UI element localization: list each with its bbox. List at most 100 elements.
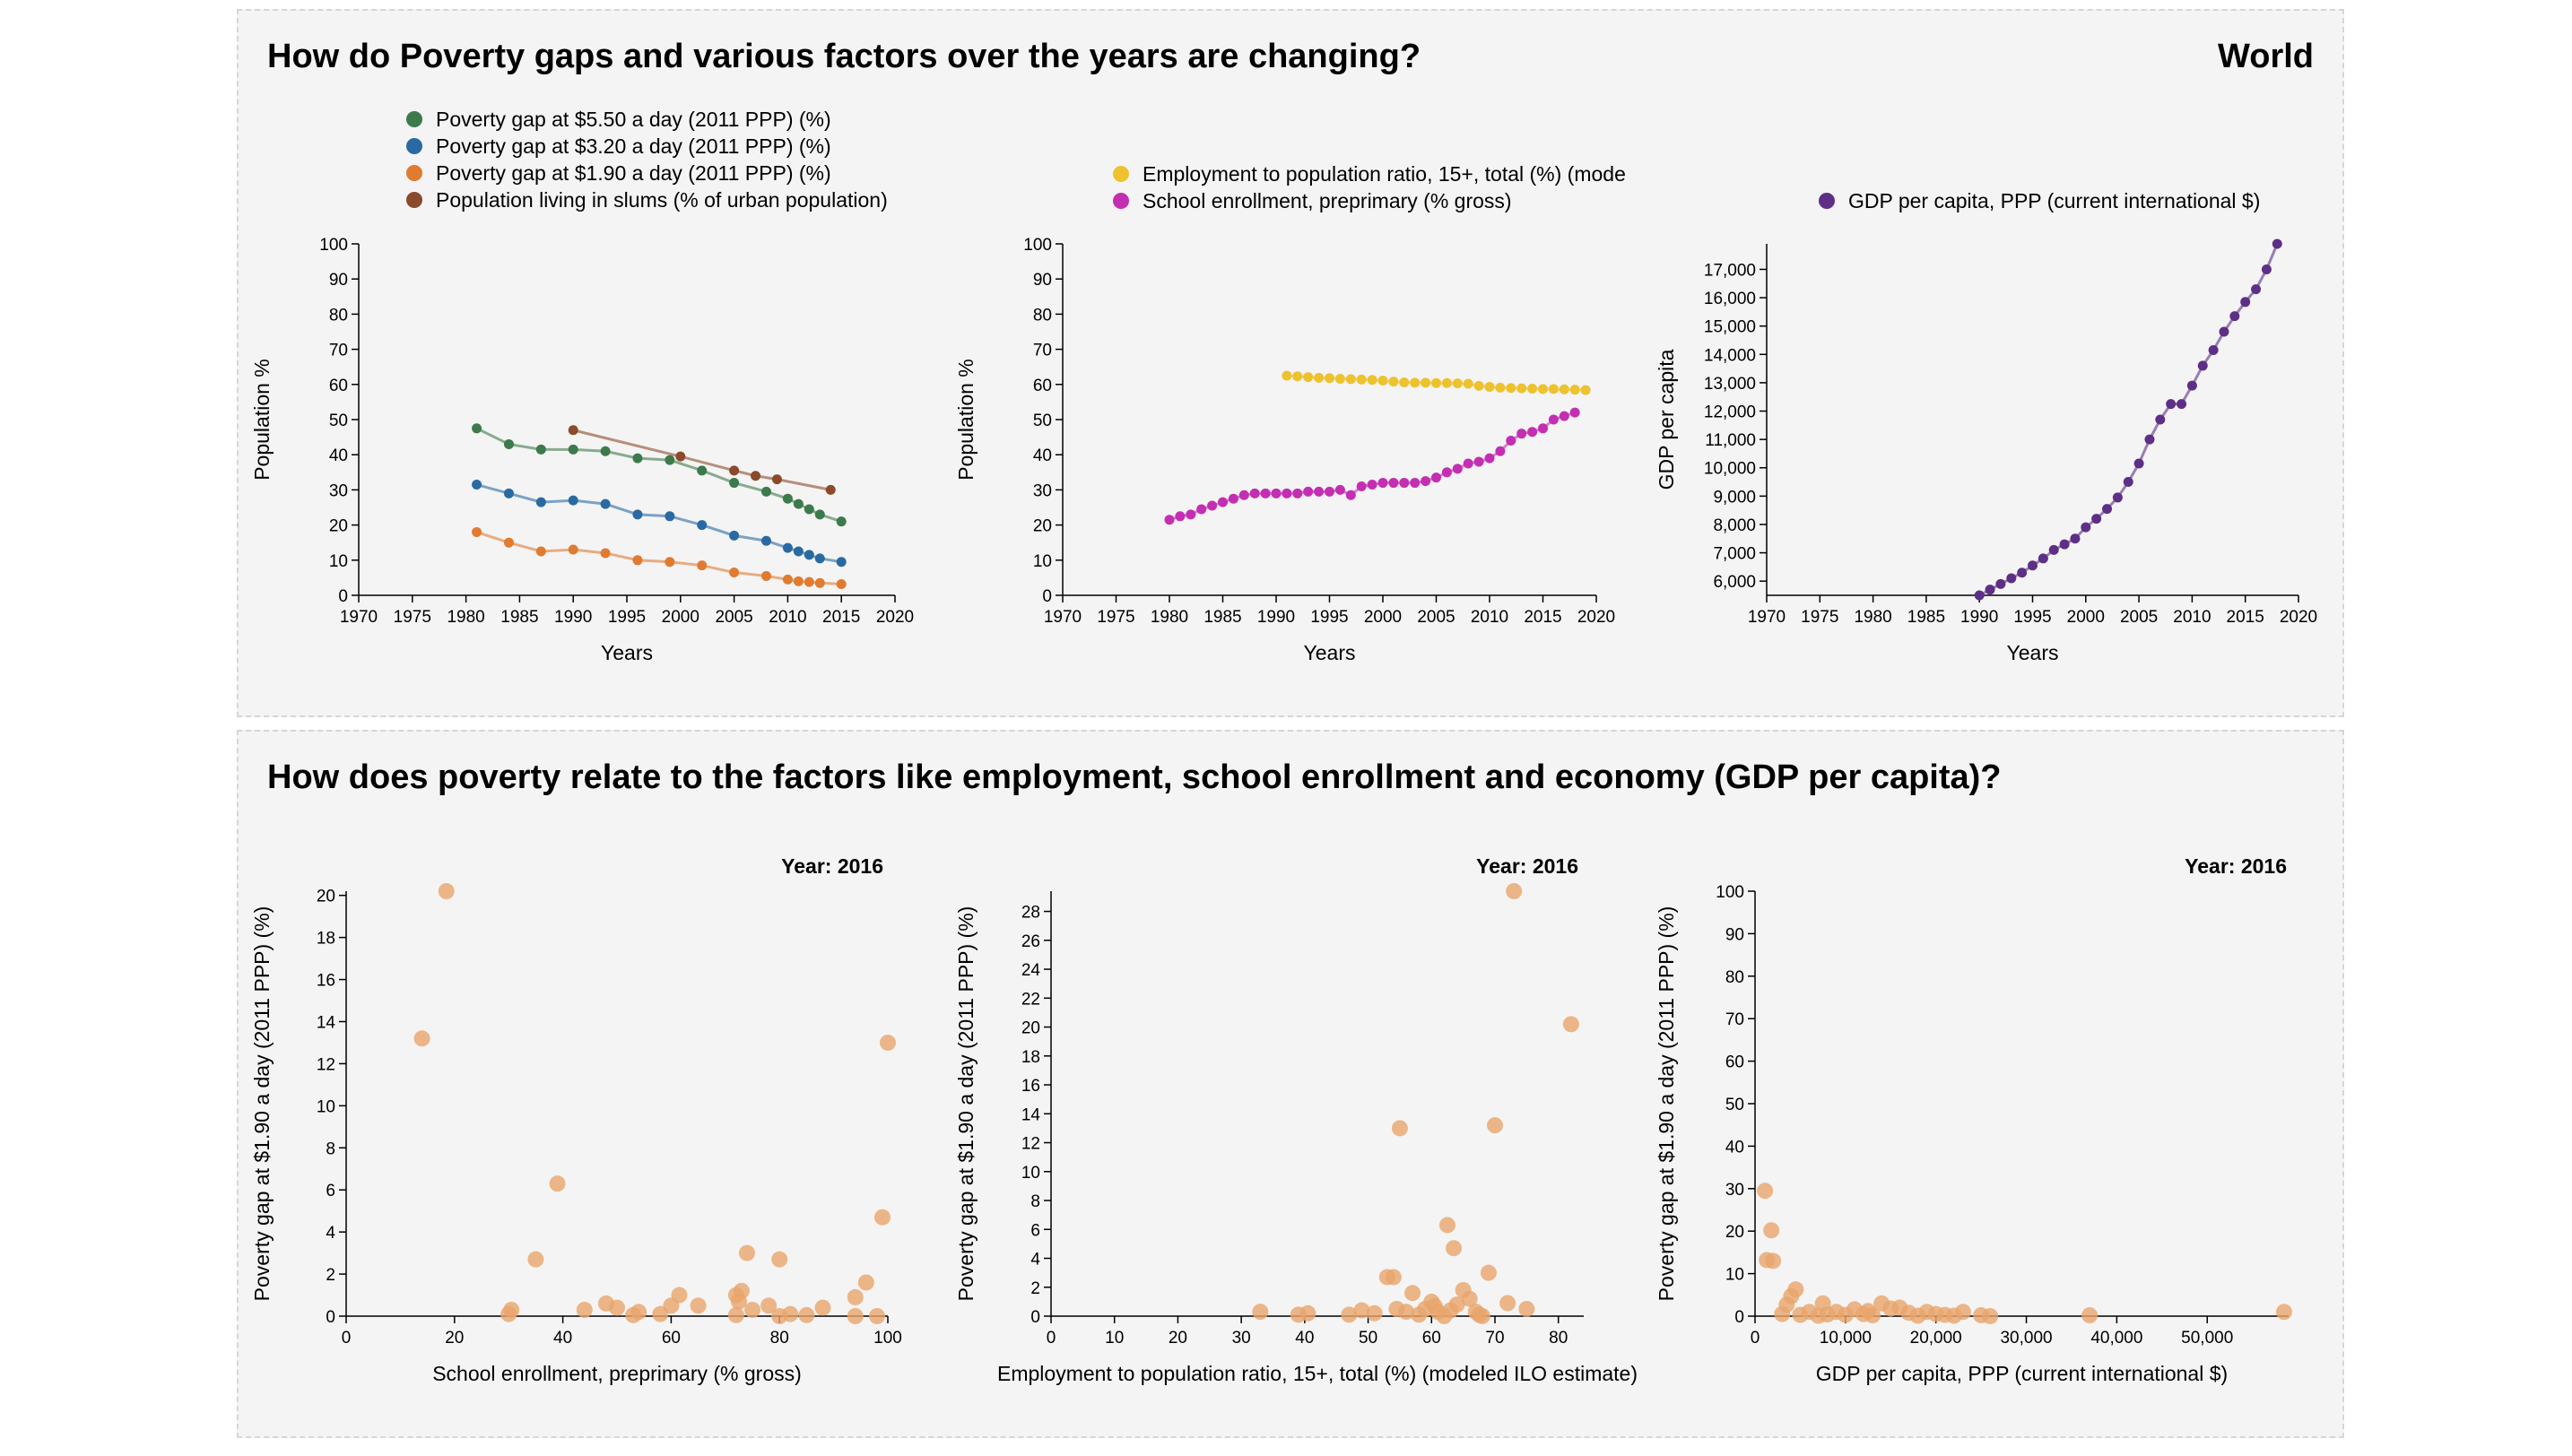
x-tick-label: 100 [873,1329,902,1348]
y-tick-label: 40 [1033,446,1052,465]
y-tick-label: 70 [1033,342,1052,360]
data-point [568,425,578,436]
x-axis-label: Years [601,641,653,664]
data-point [2028,560,2038,571]
data-point [751,471,761,481]
data-point [632,509,643,520]
x-tick-label: 20,000 [1910,1329,1962,1348]
y-tick-label: 8 [326,1140,335,1158]
x-tick-label: 1985 [1203,608,1241,627]
data-point [836,557,847,568]
y-tick-label: 50 [1725,1096,1744,1114]
data-point [1569,407,1580,418]
y-tick-label: 16 [317,972,335,991]
data-point [1484,453,1495,464]
data-point [2197,360,2208,371]
series-line [475,427,842,524]
scatter-point [630,1304,647,1321]
x-tick-label: 1975 [394,608,431,627]
y-tick-label: 6 [1030,1221,1040,1240]
y-tick-label: 90 [329,271,348,290]
x-tick-label: 1970 [340,608,378,627]
data-point [2251,284,2262,295]
x-tick-label: 2000 [662,608,699,627]
x-tick-label: 2010 [2173,608,2211,627]
data-point [2048,544,2059,555]
data-point [2166,399,2177,410]
y-tick-label: 30 [1725,1181,1744,1200]
data-point [1175,511,1186,522]
data-point [729,530,740,541]
data-point [1399,478,1410,489]
y-tick-label: 6 [326,1182,335,1200]
y-tick-label: 70 [329,342,348,360]
data-point [1325,373,1334,384]
y-tick-label: 4 [1030,1251,1040,1270]
legend-label: School enrollment, preprimary (% gross) [1143,189,1512,212]
series-line [572,429,831,491]
data-point [2081,522,2091,533]
x-tick-label: 60 [1422,1329,1441,1348]
data-point [1516,383,1527,394]
scatter-point [1366,1304,1383,1322]
chart-c6: 0 10,000 20,000 30,000 40,000 50,000 0 10 20 30 40… [1655,854,2292,1385]
x-tick-label: 1990 [1257,608,1295,627]
region-label: World [2218,38,2314,75]
legend-swatch [1113,193,1129,209]
data-point [1441,377,1452,388]
x-tick-label: 1985 [1907,608,1945,627]
data-point [1495,446,1506,456]
data-point [1345,374,1356,385]
y-tick-label: 100 [1023,236,1052,255]
x-tick-label: 1970 [1044,608,1082,627]
data-point [1538,423,1548,434]
data-point [1431,472,1441,483]
data-point [1974,590,1985,601]
data-point [729,478,740,489]
data-point [1506,436,1516,446]
x-tick-label: 0 [1751,1329,1760,1348]
data-point [1495,382,1506,393]
y-tick-label: 90 [1033,271,1052,290]
data-point [782,542,793,553]
data-point [1527,384,1538,394]
scatter-point [1473,1308,1490,1324]
scatter-point [1982,1308,1999,1324]
y-tick-label: 10 [317,1097,335,1116]
data-point [1452,378,1463,389]
data-point [665,511,675,522]
y-tick-label: 80 [1725,968,1744,987]
data-point [2006,573,2017,584]
data-point [1377,478,1388,489]
scatter-point [576,1301,593,1318]
y-tick-label: 0 [1042,587,1052,606]
y-axis-label: Poverty gap at $1.90 a day (2011 PPP) (%… [954,906,978,1302]
x-axis-label: GDP per capita, PPP (current internation… [1816,1362,2228,1385]
x-tick-label: 2005 [2120,608,2158,627]
data-point [1421,476,1431,487]
x-axis-label: Years [1304,641,1356,664]
legend-label: Poverty gap at $1.90 a day (2011 PPP) (%… [436,161,831,185]
data-point [2177,399,2187,410]
data-point [782,574,793,585]
scatter-point [1438,1217,1455,1234]
data-point [1516,429,1527,439]
data-point [1538,384,1548,394]
data-point [1325,486,1334,497]
y-tick-label: 13,000 [1704,375,1756,394]
legend-swatch [1113,166,1129,182]
x-tick-label: 2015 [822,608,860,627]
data-point [1303,372,1314,383]
data-point [1559,384,1569,394]
y-axis-label: Poverty gap at $1.90 a day (2011 PPP) (%… [1655,906,1678,1302]
data-point [1303,486,1314,497]
scatter-point [868,1308,885,1324]
y-tick-label: 9,000 [1713,488,1756,507]
data-point [2155,414,2166,425]
scatter-point [1864,1307,1881,1324]
legend-swatch [406,138,422,154]
data-point [804,576,814,587]
data-point [1292,488,1303,498]
scatter-point [1391,1120,1408,1137]
x-tick-label: 1980 [1151,608,1188,627]
